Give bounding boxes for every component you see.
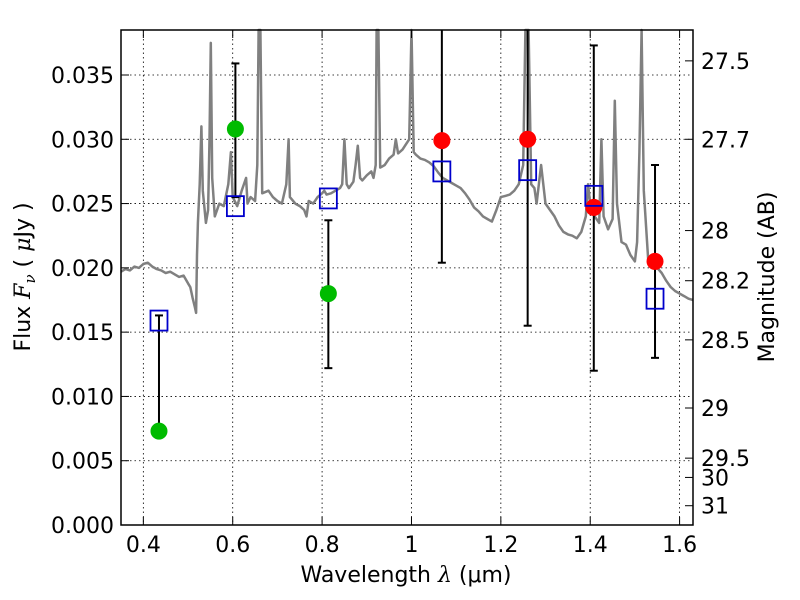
- errorbar-layer: [154, 30, 660, 433]
- y2-tick-label: 28.5: [701, 329, 750, 354]
- blue-square-marker: [645, 287, 665, 310]
- green-data-point: [226, 120, 244, 138]
- y2-tick-label: 29.5: [701, 447, 750, 472]
- red-data-point: [585, 198, 603, 216]
- y-tick-label: 0.000: [51, 514, 114, 539]
- x-tick-label: 1.6: [662, 533, 697, 558]
- y-tick-label: 0.030: [51, 128, 114, 153]
- y-axis-label: Flux Fν ( μJy ): [11, 202, 39, 351]
- x-tick-label: 0.8: [305, 533, 340, 558]
- marker-layer: [149, 120, 665, 440]
- blue-square-marker: [318, 187, 338, 210]
- blue-square-marker: [149, 309, 169, 332]
- y2-tick-label: 28.2: [701, 270, 750, 295]
- y-tick-label: 0.025: [51, 193, 114, 218]
- y-tick-label: 0.010: [51, 385, 114, 410]
- x-tick-label: 0.6: [215, 533, 250, 558]
- grid-lines: [121, 30, 693, 526]
- y2-tick-label: 28: [701, 220, 729, 245]
- x-tick-label: 1.4: [573, 533, 608, 558]
- blue-square-marker: [518, 159, 538, 182]
- x-tick-labels: 0.4 0.6 0.8 1 1.2 1.4 1.6: [126, 533, 697, 558]
- y2-tick-labels: 27.5 27.7 28 28.2 28.5 29 29.530 31: [701, 50, 750, 520]
- green-data-point: [319, 285, 337, 303]
- y2-axis-label: Magnitude (AB): [755, 192, 780, 363]
- y-tick-label: 0.020: [51, 257, 114, 282]
- x-tick-label: 1.2: [483, 533, 518, 558]
- y2-tick-label: 29: [701, 397, 729, 422]
- y-tick-labels: 0.000 0.005 0.010 0.015 0.020 0.025 0.030 0.035: [51, 64, 114, 539]
- x-tick-label: 0.4: [126, 533, 161, 558]
- plot-frame: [120, 29, 694, 526]
- y2-tick-label: 27.7: [701, 128, 750, 153]
- y-tick-label: 0.015: [51, 321, 114, 346]
- blue-square-marker: [584, 184, 604, 207]
- y2-tick-label: 31: [701, 495, 729, 520]
- x-axis-label: Wavelength λ (μm): [300, 563, 511, 588]
- y2-tick-label: 30: [701, 466, 729, 491]
- blue-square-marker: [225, 195, 245, 218]
- green-data-point: [150, 422, 168, 440]
- tick-marks: [121, 30, 693, 526]
- y-tick-label: 0.035: [51, 64, 114, 89]
- blue-square-marker: [432, 160, 452, 183]
- red-data-point: [646, 252, 664, 270]
- spectrum-line: [120, 28, 694, 315]
- red-data-point: [433, 132, 451, 150]
- red-data-point: [519, 130, 537, 148]
- spectrum-layer: [120, 28, 694, 315]
- y-tick-label: 0.005: [51, 450, 114, 475]
- y2-tick-label: 27.5: [701, 50, 750, 75]
- x-tick-label: 1: [404, 533, 418, 558]
